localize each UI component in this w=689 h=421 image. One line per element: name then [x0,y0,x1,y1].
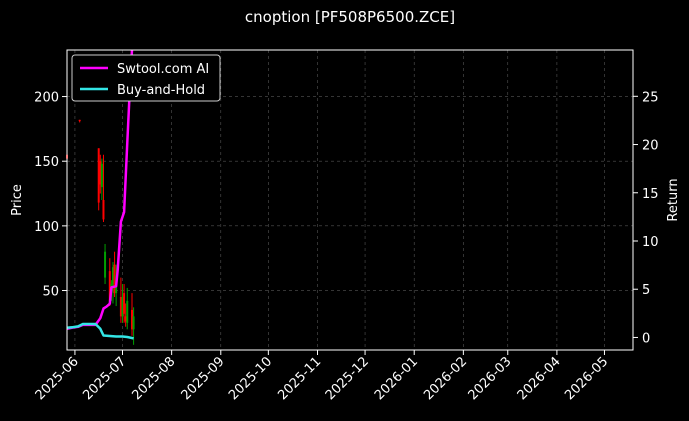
candle-body [108,271,111,301]
y-axis-right: 0 5 10 15 20 25 [633,90,659,346]
candlestick [99,154,102,194]
candle-body [102,200,105,220]
y-axis-right-label: Return [666,178,681,221]
candle-body [124,316,127,322]
legend-label-buy-and-hold: Buy-and-Hold [117,83,205,98]
candlestick [121,284,124,323]
candle-body [126,300,129,323]
candlestick [131,293,134,336]
candle-body [99,161,102,185]
candlestick [97,148,100,211]
candlestick [113,251,116,297]
legend: Swtool.com AI Buy-and-Hold [71,54,221,102]
candle-body [131,309,134,330]
y-axis-left-label: Price [10,184,25,216]
plot-frame [66,49,634,351]
candlestick [102,154,105,222]
y-right-tick-label: 20 [642,139,659,154]
candle-body [123,293,126,314]
candle-body [113,264,116,294]
candlestick [100,158,103,200]
candle-body [132,316,135,330]
candle-body [104,251,107,278]
y-left-tick-label: 100 [34,220,59,235]
y-right-tick-label: 25 [642,90,659,105]
candle-body [111,267,114,288]
y-right-tick-label: 5 [642,283,650,298]
candle-body [121,296,124,317]
legend-label-swtool-ai: Swtool.com AI [117,62,209,77]
y-right-tick-label: 0 [642,331,650,346]
candlestick [123,284,126,323]
candlestick [132,307,135,345]
y-right-tick-label: 10 [642,235,659,250]
candle-body [97,148,100,203]
candlestick [111,262,114,304]
candle-body [100,163,103,188]
series-line-buy-and-hold [66,322,134,340]
series-lines [66,49,134,340]
chart-title: cnoption [PF508P6500.ZCE] [245,8,455,26]
candlestick [126,287,129,330]
y-left-tick-label: 50 [42,285,59,300]
candle-body [119,296,122,317]
legend-box [71,54,221,102]
y-left-tick-label: 200 [34,91,59,106]
y-axis-left: 50 100 150 200 [34,91,67,300]
candlestick [78,119,81,123]
candlestick [124,303,127,327]
candlestick [104,243,107,285]
y-left-tick-label: 150 [34,155,59,170]
plot-area [66,49,634,351]
y-right-tick-label: 15 [642,187,659,202]
candle-body [78,119,81,122]
candlestick [119,277,122,323]
